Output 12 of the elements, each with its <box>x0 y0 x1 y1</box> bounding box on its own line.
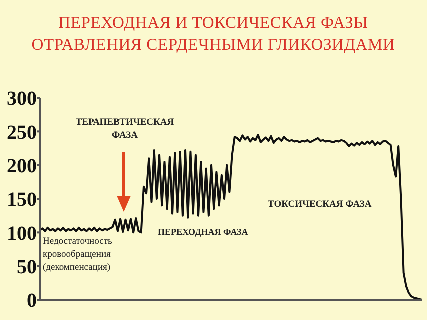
y-tick-label: 100 <box>7 222 37 245</box>
annotation: ПЕРЕХОДНАЯ ФАЗА <box>158 226 250 239</box>
annotation: ТЕРАПЕВТИЧЕСКАЯ ФАЗА <box>74 117 176 143</box>
y-tick-label: 0 <box>27 290 37 312</box>
y-tick-label: 250 <box>7 122 37 144</box>
annotation: Недостаточность кровообращения (декомпенсация) <box>43 236 114 275</box>
y-tick-label: 300 <box>7 88 37 110</box>
y-tick-label: 200 <box>7 155 37 178</box>
chart-title: ПЕРЕХОДНАЯ И ТОКСИЧЕСКАЯ ФАЗЫ ОТРАВЛЕНИЯ СЕРДЕЧНЫМИ ГЛИКОЗИДАМИ <box>30 12 396 56</box>
annotation: ТОКСИЧЕСКАЯ ФАЗА <box>268 199 373 212</box>
y-tick-label: 150 <box>7 189 37 212</box>
y-tick-label: 50 <box>17 256 37 278</box>
